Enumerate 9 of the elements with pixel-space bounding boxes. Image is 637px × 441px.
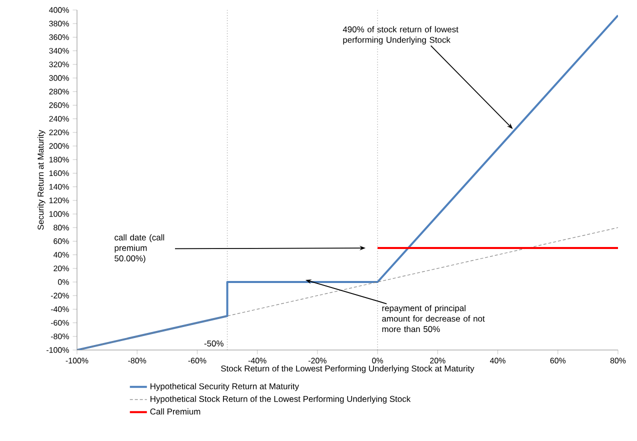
legend-label: Hypothetical Security Return at Maturity: [150, 383, 300, 391]
ref-line-label: -50%: [204, 340, 224, 346]
y-axis-title: Security Return at Maturity: [37, 130, 46, 230]
annotation: 490% of stock return of lowest performing Underlying Stock: [342, 26, 458, 45]
annotation: call date (call premium 50.00%): [114, 234, 164, 264]
x-axis-title: Stock Return of the Lowest Performing Underlying Stock at Maturity: [221, 365, 474, 374]
legend-label: Call Premium: [150, 408, 200, 415]
annotation: repayment of principal amount for decrease of not more than 50%: [382, 304, 485, 332]
legend-label: Hypothetical Stock Return of the Lowest Performing Underlying Stock: [150, 396, 411, 404]
